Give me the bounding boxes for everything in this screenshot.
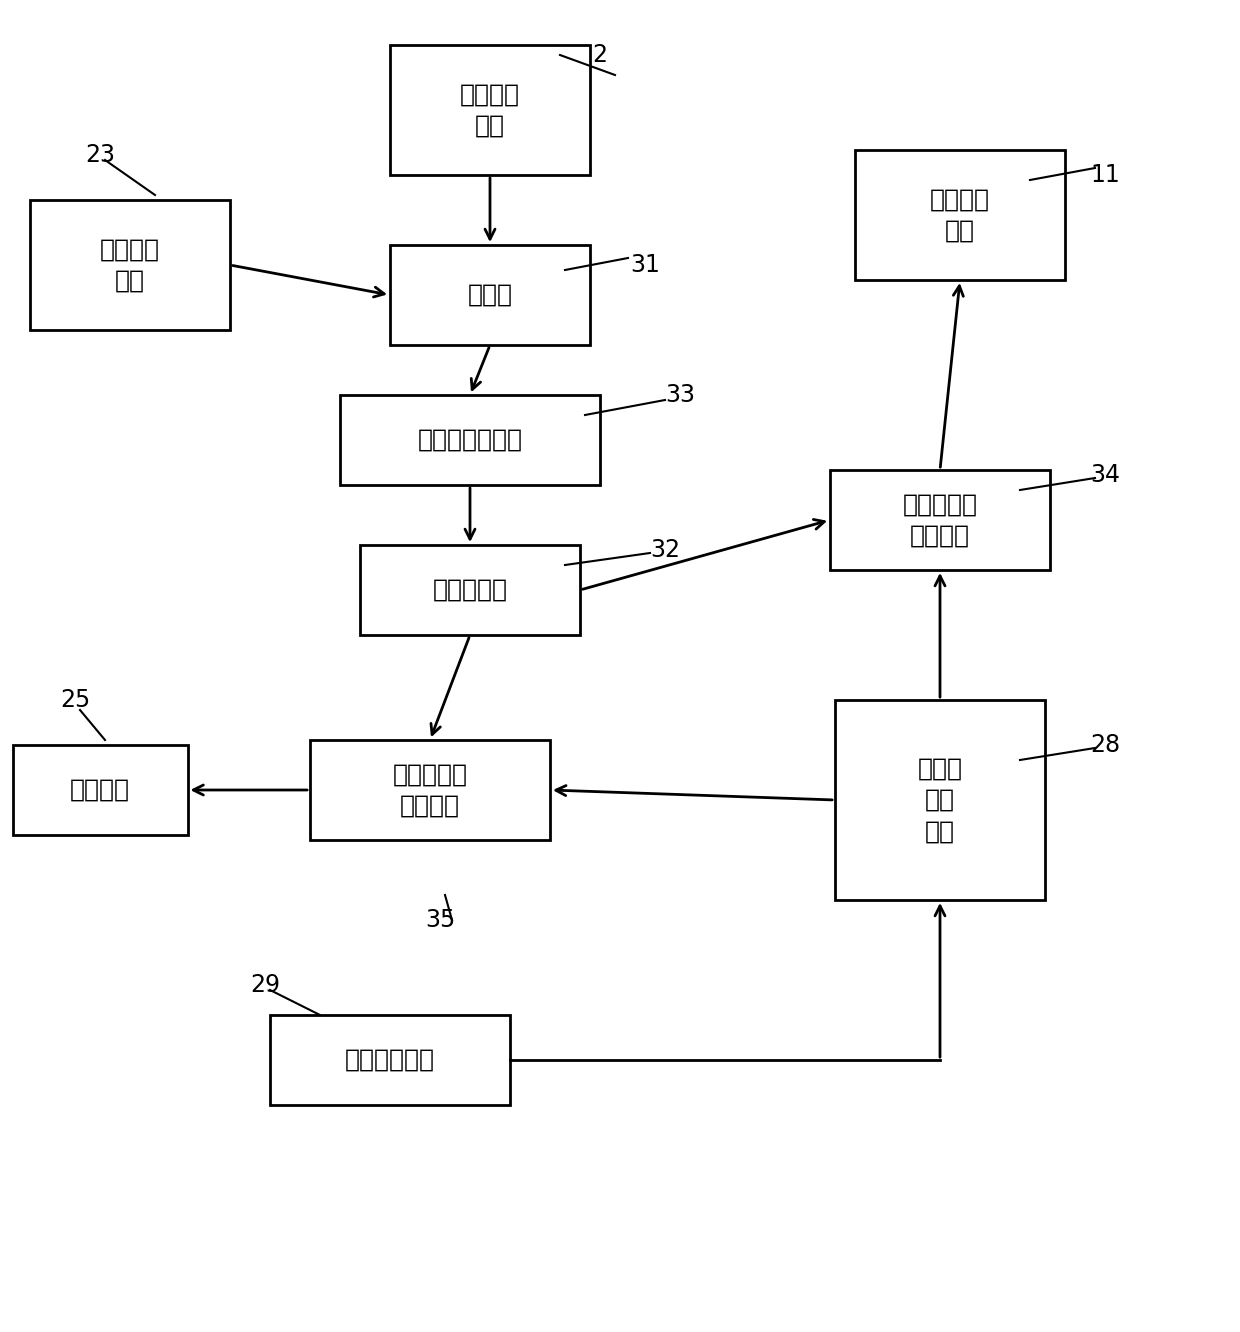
Text: 车载蓄电池: 车载蓄电池 <box>433 578 507 602</box>
Text: 28: 28 <box>1090 733 1120 757</box>
Bar <box>12 745 187 835</box>
Bar <box>30 200 229 330</box>
Text: 2: 2 <box>593 43 608 67</box>
Text: 电磁感应
线圈: 电磁感应 线圈 <box>100 237 160 293</box>
Bar <box>391 245 590 345</box>
Text: 33: 33 <box>665 384 694 408</box>
Text: 蓄电池充电电路: 蓄电池充电电路 <box>418 428 522 452</box>
Bar <box>310 741 551 840</box>
Bar <box>856 151 1065 280</box>
Text: 25: 25 <box>60 689 91 713</box>
Text: 32: 32 <box>650 538 680 562</box>
Text: 23: 23 <box>86 143 115 166</box>
Text: 加速度传感器: 加速度传感器 <box>345 1048 435 1072</box>
Bar <box>270 1015 510 1106</box>
Text: 29: 29 <box>250 972 280 996</box>
Bar <box>835 701 1045 900</box>
Text: 35: 35 <box>425 908 455 932</box>
Text: 整流器: 整流器 <box>467 282 512 306</box>
Bar <box>360 545 580 635</box>
Text: 31: 31 <box>630 253 660 277</box>
Text: 第一可控恒
流源电路: 第一可控恒 流源电路 <box>903 493 977 547</box>
Bar <box>340 396 600 485</box>
Text: 减振装
置控
制器: 减振装 置控 制器 <box>918 757 962 843</box>
Text: 34: 34 <box>1090 464 1120 488</box>
Bar <box>391 45 590 174</box>
Text: 11: 11 <box>1090 163 1120 186</box>
Text: 第二可控恒
流源电路: 第二可控恒 流源电路 <box>393 762 467 818</box>
Bar <box>830 470 1050 570</box>
Text: 压电发电
模块: 压电发电 模块 <box>460 83 520 137</box>
Text: 磁力线圈: 磁力线圈 <box>69 778 130 802</box>
Text: 励磁线圈
绕组: 励磁线圈 绕组 <box>930 188 990 242</box>
